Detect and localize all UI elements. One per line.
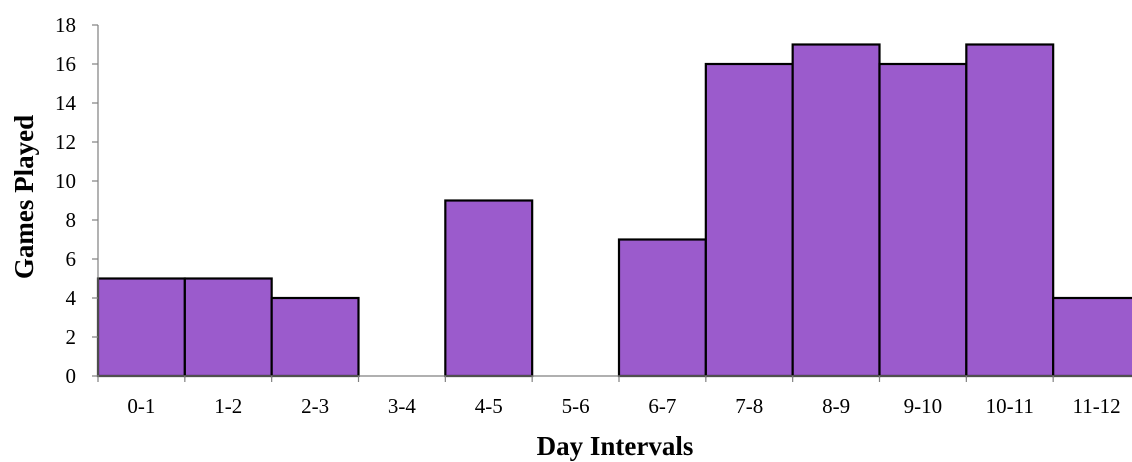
x-tick-label: 6-7 [648,394,676,418]
bar-6-7 [617,238,707,378]
y-tick-label: 2 [66,325,77,349]
x-tick-label: 4-5 [475,394,503,418]
x-tick-label: 0-1 [127,394,155,418]
x-tick-label: 11-12 [1072,394,1120,418]
y-tick-label: 4 [66,286,77,310]
bar-2-3 [270,296,360,378]
x-axis-title: Day Intervals [537,431,694,461]
y-tick-label: 18 [55,13,76,37]
y-axis-title: Games Played [9,115,39,279]
bar-9-10 [878,62,968,378]
bar-8-9 [791,43,881,378]
x-tick-label: 1-2 [214,394,242,418]
x-tick-label: 9-10 [904,394,943,418]
bar-0-1 [96,277,186,378]
axes-group [92,24,1132,382]
x-tick-label: 5-6 [562,394,590,418]
y-tick-label: 14 [55,91,77,115]
y-tick-labels: 0 2 4 6 8 10 12 14 16 18 [55,13,77,388]
y-tick-label: 8 [66,208,77,232]
bar-10-11 [965,43,1055,378]
y-tick-label: 10 [55,169,76,193]
bar-7-8 [704,62,794,378]
x-tick-label: 2-3 [301,394,329,418]
x-tick-label: 10-11 [986,394,1034,418]
y-tick-label: 12 [55,130,76,154]
y-tick-label: 16 [55,52,76,76]
bar-1-2 [183,277,273,378]
bars-group [96,43,1132,378]
x-tick-labels: 0-1 1-2 2-3 3-4 4-5 5-6 6-7 7-8 8-9 9-10 10-11 11-1… [127,394,1120,418]
x-tick-label: 8-9 [822,394,850,418]
y-tick-label: 0 [66,364,77,388]
bar-4-5 [444,199,534,378]
x-tick-label: 3-4 [388,394,416,418]
bar-11-12 [1052,296,1132,378]
y-tick-label: 6 [66,247,77,271]
x-tick-label: 7-8 [735,394,763,418]
